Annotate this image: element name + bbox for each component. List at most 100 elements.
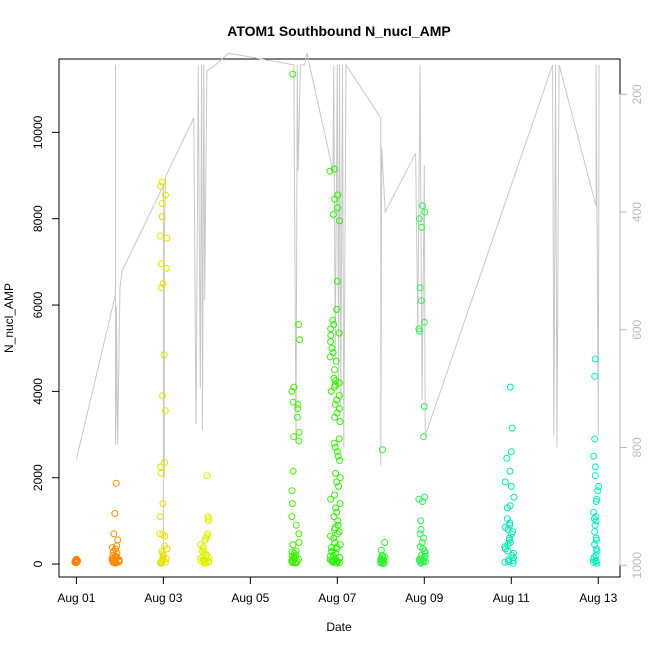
data-point bbox=[327, 325, 335, 333]
data-point bbox=[158, 178, 166, 186]
data-point bbox=[418, 539, 426, 546]
data-point bbox=[288, 513, 296, 521]
data-point bbox=[336, 217, 344, 225]
data-point bbox=[157, 463, 164, 471]
data-point bbox=[501, 558, 509, 566]
data-point bbox=[333, 478, 341, 486]
data-point bbox=[295, 428, 303, 436]
data-point bbox=[507, 448, 515, 456]
data-point bbox=[326, 167, 334, 175]
data-point bbox=[335, 435, 343, 443]
data-point bbox=[333, 448, 341, 456]
data-point bbox=[157, 182, 165, 190]
data-point bbox=[421, 549, 429, 557]
data-point bbox=[419, 202, 426, 210]
data-point bbox=[331, 413, 339, 421]
data-point bbox=[415, 215, 423, 223]
data-point bbox=[417, 297, 425, 305]
data-point bbox=[161, 532, 169, 540]
data-point bbox=[510, 493, 518, 501]
data-point bbox=[594, 487, 602, 495]
data-point bbox=[335, 559, 343, 567]
data-point bbox=[333, 305, 341, 313]
data-point bbox=[379, 560, 387, 568]
data-point bbox=[420, 318, 428, 326]
data-point bbox=[336, 474, 344, 482]
data-point bbox=[112, 559, 120, 567]
data-point bbox=[295, 437, 303, 445]
x-tick-label: Aug 11 bbox=[493, 591, 530, 605]
data-point bbox=[336, 456, 343, 464]
data-point bbox=[334, 204, 342, 212]
data-point bbox=[293, 413, 301, 421]
chart-title: ATOM1 Southbound N_nucl_AMP bbox=[227, 23, 450, 39]
data-point bbox=[331, 549, 339, 557]
data-point bbox=[294, 400, 302, 408]
data-point bbox=[417, 517, 425, 525]
data-point bbox=[156, 513, 164, 521]
x-axis-label: Date bbox=[326, 620, 352, 634]
data-point bbox=[501, 545, 509, 553]
y-axis-label: N_nucl_AMP bbox=[2, 283, 16, 353]
data-point bbox=[330, 534, 338, 542]
data-point bbox=[420, 534, 428, 542]
data-points bbox=[71, 70, 603, 568]
x-tick-label: Aug 13 bbox=[579, 591, 617, 605]
data-point bbox=[592, 513, 600, 521]
data-point bbox=[418, 223, 425, 231]
data-point bbox=[420, 433, 428, 441]
data-point bbox=[591, 541, 599, 549]
data-point bbox=[157, 284, 165, 292]
data-point bbox=[333, 396, 341, 404]
data-point bbox=[205, 558, 213, 565]
data-point bbox=[590, 452, 598, 460]
data-point bbox=[198, 547, 206, 555]
right-axis-tick-label: 1000 bbox=[630, 552, 644, 579]
data-point bbox=[416, 284, 424, 292]
y-tick-label: 8000 bbox=[31, 205, 45, 232]
data-point bbox=[326, 353, 334, 361]
data-point bbox=[335, 528, 343, 536]
data-point bbox=[593, 547, 601, 555]
data-point bbox=[331, 491, 338, 499]
data-point bbox=[330, 513, 338, 521]
data-point bbox=[508, 424, 516, 432]
data-point bbox=[418, 498, 426, 505]
data-point bbox=[158, 559, 166, 567]
data-point bbox=[591, 372, 599, 380]
data-point bbox=[332, 469, 340, 477]
data-point bbox=[156, 232, 164, 240]
data-point bbox=[290, 383, 298, 391]
data-point bbox=[288, 487, 296, 495]
data-point bbox=[591, 355, 599, 363]
data-point bbox=[590, 515, 598, 523]
data-point bbox=[327, 387, 335, 395]
y-tick-label: 10000 bbox=[31, 115, 45, 149]
data-point bbox=[201, 536, 209, 544]
data-point bbox=[159, 280, 167, 287]
data-point bbox=[332, 377, 340, 385]
data-point bbox=[421, 208, 429, 216]
right-axis-tick-label: 200 bbox=[630, 84, 644, 104]
data-point bbox=[330, 374, 338, 382]
y-axis: 0 2000 4000 6000 8000 10000 bbox=[31, 115, 60, 567]
data-point bbox=[289, 541, 297, 549]
data-point bbox=[113, 549, 121, 557]
data-point bbox=[503, 504, 511, 512]
data-point bbox=[591, 521, 599, 529]
data-point bbox=[336, 418, 344, 426]
data-point bbox=[510, 549, 517, 557]
x-tick-label: Aug 01 bbox=[57, 591, 95, 605]
data-point bbox=[590, 558, 597, 566]
data-point bbox=[108, 544, 116, 552]
data-point bbox=[506, 383, 514, 391]
data-point bbox=[505, 558, 512, 565]
data-point bbox=[335, 329, 343, 337]
data-point bbox=[592, 517, 600, 525]
data-point bbox=[295, 539, 303, 546]
data-point bbox=[114, 536, 122, 544]
data-point bbox=[506, 467, 514, 475]
data-point bbox=[332, 559, 340, 567]
data-point bbox=[335, 379, 343, 387]
